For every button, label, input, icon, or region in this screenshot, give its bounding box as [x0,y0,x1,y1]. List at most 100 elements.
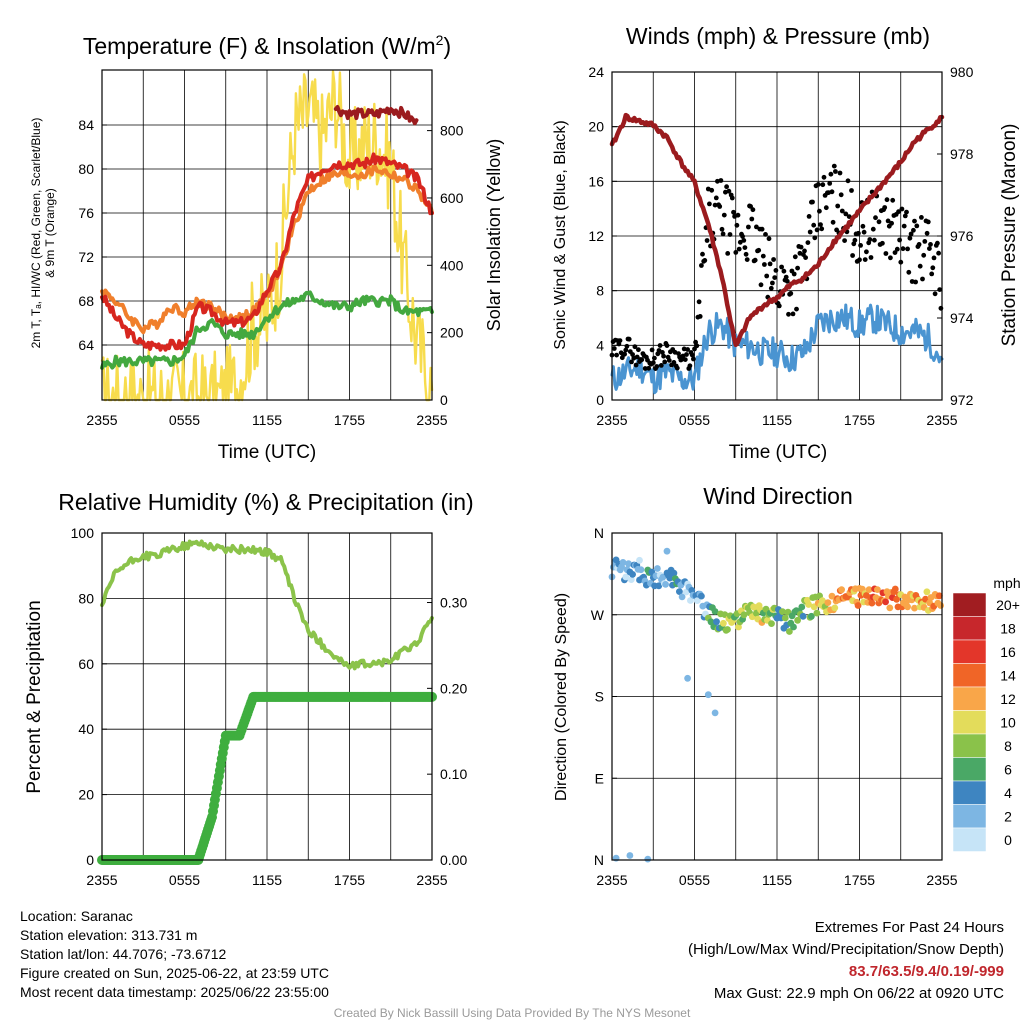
wind-y2-ytick-label: 972 [950,392,974,408]
rh-xtick-label: 2355 [416,872,447,888]
temp-y2-ytick-label: 400 [440,257,464,273]
gust-point [717,204,723,209]
temp-series-red [100,152,434,352]
gust-point [920,276,925,282]
dir-xtick-label: 1155 [762,872,792,888]
legend-label: 8 [1004,738,1012,754]
direction-point [629,571,636,578]
rh-xtick-label: 2355 [86,872,117,888]
temp-xtick-label: 2355 [416,412,447,428]
rh-title: Relative Humidity (%) & Precipitation (i… [58,489,473,515]
gust-point [885,218,891,224]
dir-xtick-label: 2355 [926,872,957,888]
direction-point [678,593,686,601]
gust-point [924,230,930,236]
wind-title: Winds (mph) & Pressure (mb) [626,23,930,49]
gust-point [833,169,838,174]
dir-ytick-label: W [591,607,605,623]
rh-xtick-label: 1155 [252,872,282,888]
rh-y2-ytick-label: 0.10 [440,766,467,782]
gust-point [922,239,928,244]
gust-point [737,239,743,245]
direction-point [911,604,918,612]
temp-border [101,69,433,401]
gust-point [685,347,690,352]
gust-point [734,222,740,228]
location-text: Location: Saranac [20,908,133,924]
gust-point [906,269,912,275]
gust-point [788,291,794,296]
temp-xtick-label: 2355 [86,412,117,428]
gust-point [642,366,648,371]
temp-xlabel: Time (UTC) [218,442,317,463]
latlon-text: Station lat/lon: 44.7076; -73.6712 [20,946,227,962]
gust-point [707,201,712,207]
gust-point [876,219,882,225]
rh-ytick-label: 20 [78,787,94,803]
direction-point [655,582,663,590]
dir-xtick-label: 0555 [679,872,710,888]
gust-point [684,352,689,357]
direction-point [838,586,845,594]
temp-ylabel: 2m T, Tₐ, HI/WC (Red, Green, Scarlet/Blu… [29,118,43,349]
dir-legend-title: mph [993,575,1020,591]
gust-point [807,229,813,235]
gust-point [835,203,841,209]
gust-point [752,257,758,263]
gust-point [890,197,896,203]
gust-point [674,365,680,371]
gust-point [792,254,798,260]
elevation-text: Station elevation: 313.731 m [20,927,198,943]
gust-point [742,245,748,251]
gust-point [839,208,845,214]
gust-point [687,363,693,369]
rh-ytick-label: 100 [71,525,95,541]
wind-xlabel: Time (UTC) [729,442,828,463]
gust-point [919,215,924,220]
gust-point [791,271,797,277]
legend-swatch [952,710,987,735]
created-text: Figure created on Sun, 2025-06-22, at 23… [20,965,329,981]
legend-swatch [952,804,987,829]
gust-point [931,255,937,261]
direction-point [937,602,944,609]
gust-point [814,227,820,233]
direction-point [790,623,797,631]
gust-point [870,226,876,232]
gust-point [904,209,909,215]
gust-point [736,246,742,252]
wind-ylabel-left: Sonic Wind & Gust (Blue, Black) [552,120,569,349]
gust-point [614,352,619,358]
direction-point [666,574,674,582]
gust-point [867,237,873,242]
gust-point [861,229,867,235]
direction-point [824,599,832,606]
gust-point [762,262,767,267]
extremes-subtitle: (High/Low/Max Wind/Precipitation/Snow De… [688,941,1004,958]
gust-point [760,253,766,259]
gust-point [819,226,825,232]
gust-point [911,227,916,233]
gust-point [743,251,749,257]
pressure-line [609,112,945,348]
gust-point [786,311,791,317]
gust-point [699,263,704,268]
direction-point [799,612,807,620]
temp-ytick-label: 80 [78,161,94,177]
gust-point [731,209,736,215]
rh-border [101,532,433,861]
legend-label: 14 [1000,667,1016,683]
direction-outlier-point [704,691,712,699]
rh-ytick-label: 0 [86,852,94,868]
legend-label: 0 [1004,832,1012,848]
direction-point [786,628,793,635]
direction-outlier-point [684,674,691,682]
direction-point [781,614,789,622]
gust-point [639,357,645,363]
rh-y2-ytick-label: 0.30 [440,595,467,611]
gust-point [721,212,727,218]
gust-point [781,268,787,274]
direction-point [670,569,678,577]
gust-point [767,261,773,267]
gust-point [917,263,923,269]
